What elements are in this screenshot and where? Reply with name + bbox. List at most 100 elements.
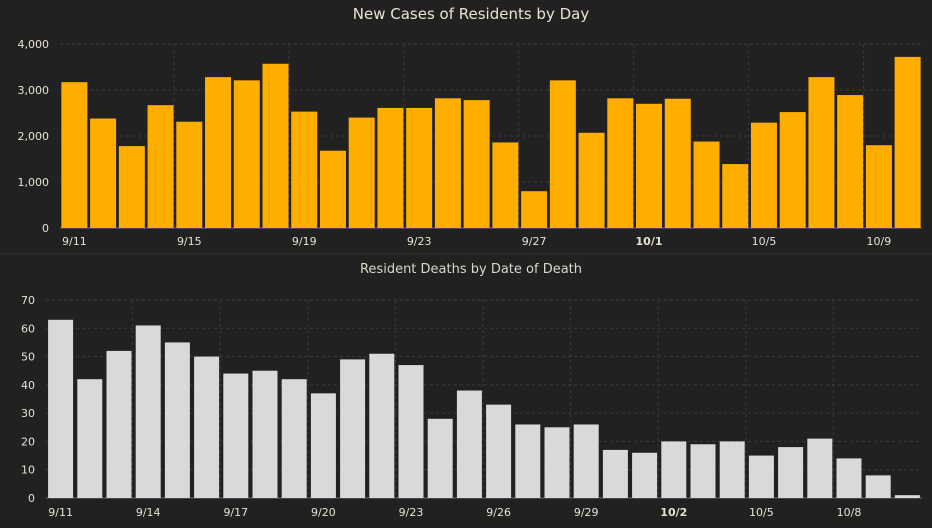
deaths-y-tick-label: 40: [21, 379, 35, 392]
deaths-bar: [194, 356, 220, 498]
deaths-x-tick-label: 9/20: [311, 506, 336, 519]
deaths-y-tick-label: 0: [28, 492, 35, 505]
deaths-x-tick-label: 9/23: [399, 506, 424, 519]
cases-bar: [750, 122, 777, 228]
cases-x-tick-label: 10/1: [636, 235, 663, 248]
cases-x-tick-label: 9/23: [407, 235, 432, 248]
cases-bar: [118, 146, 145, 228]
cases-bars: [61, 56, 921, 229]
cases-bar: [837, 95, 864, 228]
deaths-x-tick-label: 10/8: [837, 506, 862, 519]
deaths-x-tick-label: 9/17: [223, 506, 248, 519]
deaths-x-tick-label: 10/5: [749, 506, 774, 519]
deaths-bar: [398, 365, 424, 498]
cases-y-tick-label: 4,000: [18, 38, 50, 51]
cases-bar: [319, 150, 346, 228]
deaths-bar: [340, 359, 366, 498]
deaths-x-tick-label: 9/29: [574, 506, 599, 519]
deaths-bar: [661, 441, 687, 498]
cases-x-tick-label: 10/5: [752, 235, 777, 248]
deaths-y-axis: 0 10 20 30 40 50 60 70: [21, 294, 35, 505]
deaths-bar: [690, 444, 716, 498]
cases-bar: [90, 118, 117, 228]
deaths-bar: [807, 438, 833, 498]
cases-y-tick-label: 3,000: [18, 84, 50, 97]
cases-bar: [406, 107, 433, 228]
deaths-x-tick-label: 9/11: [48, 506, 73, 519]
cases-x-tick-label: 9/11: [62, 235, 87, 248]
deaths-x-tick-label: 9/14: [136, 506, 161, 519]
deaths-bar: [602, 449, 628, 498]
deaths-bar: [894, 495, 920, 498]
deaths-bar: [252, 370, 278, 498]
deaths-bar: [865, 475, 891, 498]
cases-bar: [607, 98, 634, 228]
deaths-y-tick-label: 10: [21, 464, 35, 477]
cases-y-tick-label: 2,000: [18, 130, 50, 143]
deaths-bar: [369, 353, 395, 498]
deaths-bar: [573, 424, 599, 498]
cases-bar: [693, 141, 720, 228]
deaths-x-axis: 9/11 9/14 9/17 9/20 9/23 9/26 9/29 10/2 10/5 10/8: [48, 506, 861, 519]
deaths-bar: [515, 424, 541, 498]
cases-bar: [377, 107, 404, 228]
cases-bar: [521, 191, 548, 228]
cases-x-tick-label: 9/27: [522, 235, 547, 248]
deaths-bar: [106, 350, 132, 498]
cases-y-tick-label: 0: [42, 222, 49, 235]
cases-chart: New Cases of Residents by Day 0 1,000 2,00…: [18, 5, 922, 248]
cases-bar: [636, 103, 663, 228]
cases-x-axis: 9/11 9/15 9/19 9/23 9/27 10/1 10/5 10/9: [62, 235, 891, 248]
deaths-bar: [836, 458, 862, 498]
deaths-bar: [310, 393, 336, 498]
cases-bar: [205, 77, 232, 229]
cases-bar: [779, 112, 806, 228]
cases-bar: [578, 132, 605, 228]
deaths-bar: [281, 379, 307, 498]
cases-x-tick-label: 10/9: [867, 235, 892, 248]
deaths-y-tick-label: 20: [21, 435, 35, 448]
deaths-bar: [164, 342, 190, 498]
cases-bar: [291, 111, 318, 228]
deaths-bar: [135, 325, 161, 498]
cases-x-tick-label: 9/19: [292, 235, 317, 248]
cases-bar: [808, 77, 835, 229]
cases-bar: [894, 56, 921, 228]
deaths-bar: [632, 452, 658, 498]
deaths-bar: [778, 447, 804, 498]
deaths-bars: [48, 319, 920, 498]
cases-bar: [434, 98, 461, 228]
deaths-y-tick-label: 30: [21, 407, 35, 420]
deaths-chart: Resident Deaths by Date of Death 0 10 20 30…: [21, 262, 922, 519]
deaths-y-tick-label: 50: [21, 351, 35, 364]
cases-bar: [262, 63, 289, 228]
cases-y-axis: 0 1,000 2,000 3,000 4,000: [18, 38, 50, 235]
deaths-bar: [719, 441, 745, 498]
cases-bar: [549, 80, 576, 228]
cases-bar: [722, 164, 749, 228]
deaths-y-tick-label: 70: [21, 294, 35, 307]
deaths-gridlines: [46, 299, 922, 499]
cases-bar: [233, 80, 260, 228]
deaths-bar: [223, 373, 249, 498]
deaths-bar: [456, 390, 482, 498]
cases-bar: [348, 117, 375, 228]
cases-y-tick-label: 1,000: [18, 176, 50, 189]
cases-x-tick-label: 9/15: [177, 235, 202, 248]
cases-bar: [492, 142, 519, 228]
deaths-bar: [544, 427, 570, 498]
deaths-x-tick-label: 9/26: [486, 506, 511, 519]
deaths-bar: [748, 455, 774, 498]
deaths-chart-title: Resident Deaths by Date of Death: [360, 262, 582, 277]
cases-bar: [176, 121, 203, 228]
deaths-bar: [48, 319, 74, 498]
cases-bar: [664, 98, 691, 229]
deaths-y-tick-label: 60: [21, 322, 35, 335]
deaths-bar: [486, 404, 512, 498]
cases-chart-title: New Cases of Residents by Day: [353, 5, 590, 23]
deaths-x-tick-label: 10/2: [660, 506, 687, 519]
deaths-bar: [77, 379, 103, 498]
cases-bar: [463, 100, 490, 228]
